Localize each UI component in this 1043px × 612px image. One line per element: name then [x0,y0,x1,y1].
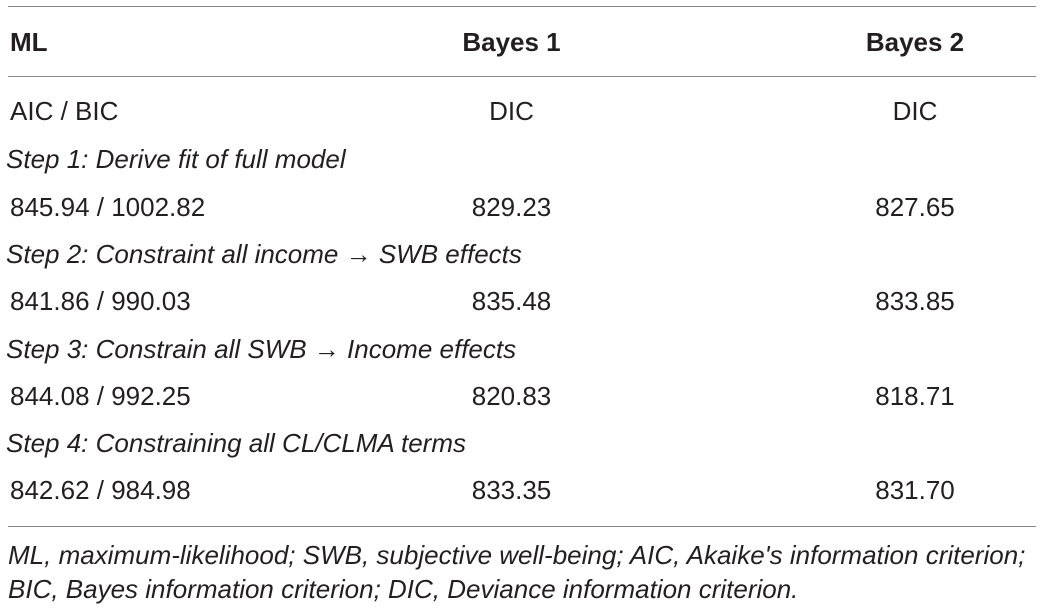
ml-value: 844.08 / 992.25 [10,381,191,411]
header-bayes-2: Bayes 2 [865,27,965,57]
subheader-bayes-2: DIC [892,96,938,126]
ml-value: 845.94 / 1002.82 [10,192,206,222]
bayes-1-value: 835.48 [471,286,552,316]
bayes-1-value: 820.83 [471,381,552,411]
step-label: Step 2: Constraint all income → SWB effe… [6,239,522,269]
bayes-1-value: 833.35 [471,475,552,505]
step-label: Step 4: Constraining all CL/CLMA terms [6,428,467,458]
subheader-ml: AIC / BIC [10,96,119,126]
table-footnote: ML, maximum-likelihood; SWB, subjective … [8,540,1026,604]
ml-value: 842.62 / 984.98 [10,475,191,505]
step-label: Step 3: Constrain all SWB → Income effec… [6,334,517,364]
header-bayes-1: Bayes 1 [462,27,561,57]
bayes-2-value: 833.85 [875,286,955,316]
top-rule [8,6,1036,7]
step-label: Step 1: Derive fit of full model [6,144,346,174]
subheader-bayes-1: DIC [489,96,534,126]
bottom-rule [8,526,1036,527]
bayes-2-value: 831.70 [875,475,955,505]
bayes-2-value: 818.71 [875,381,955,411]
header-rule [8,76,1036,77]
bayes-2-value: 827.65 [875,192,955,222]
ml-value: 841.86 / 990.03 [10,286,191,316]
bayes-1-value: 829.23 [471,192,552,222]
header-ml: ML [10,27,48,57]
